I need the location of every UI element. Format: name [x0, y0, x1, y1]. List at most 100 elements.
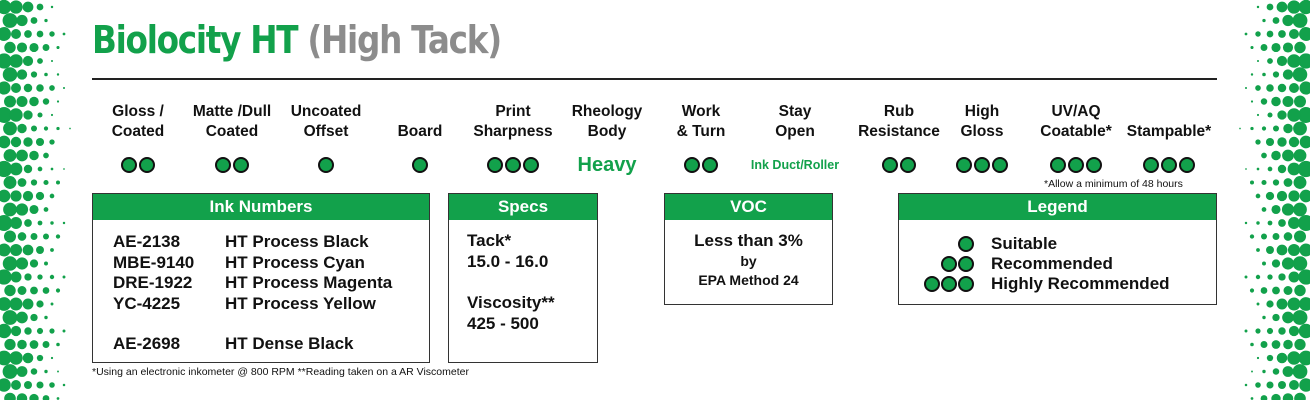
- property-rating: [956, 152, 1008, 178]
- ink-code: DRE-1922: [113, 273, 193, 292]
- property-rating: [684, 152, 718, 178]
- property-label-line1: Stay: [778, 103, 812, 120]
- ink-numbers-box: Ink Numbers AE-2138 HT Process Black MBE…: [92, 193, 430, 363]
- ink-numbers-list: AE-2138 HT Process Black MBE-9140 HT Pro…: [113, 232, 392, 355]
- ink-row: DRE-1922 HT Process Magenta: [113, 273, 392, 294]
- property-rating-text: Ink Duct/Roller: [750, 158, 840, 172]
- voc-heading: VOC: [665, 194, 832, 220]
- title-divider: [92, 78, 1217, 80]
- rating-dot-icon: [684, 157, 700, 173]
- tack-label: Tack*: [467, 231, 512, 250]
- property-rating: [412, 152, 428, 178]
- rating-dot-icon: [941, 256, 957, 272]
- page-title: Biolocity HT (High Tack): [92, 18, 502, 62]
- halftone-border-left: [0, 0, 71, 400]
- legend-dots: [919, 236, 974, 252]
- rating-dot-icon: [523, 157, 539, 173]
- rating-dot-icon: [1161, 157, 1177, 173]
- property-label-line2: Open: [775, 123, 815, 140]
- property-rating: [121, 152, 155, 178]
- ink-row: AE-2698 HT Dense Black: [113, 334, 392, 355]
- property-label-line2: Gloss: [960, 123, 1004, 140]
- rating-dot-icon: [924, 276, 940, 292]
- tack-spec: Tack* 15.0 - 16.0: [467, 230, 548, 272]
- viscosity-value: 425 - 500: [467, 314, 539, 333]
- property-label-line1: Rheology: [571, 103, 643, 120]
- property-header: Matte /Dull Coated: [193, 98, 271, 142]
- ink-numbers-heading: Ink Numbers: [93, 194, 429, 220]
- property-rating: [487, 152, 539, 178]
- property-label-line2: & Turn: [676, 123, 726, 140]
- specs-heading: Specs: [449, 194, 597, 220]
- rating-dot-icon: [958, 236, 974, 252]
- rating-dot-icon: [412, 157, 428, 173]
- property-header: Rub Resistance: [858, 98, 940, 142]
- rating-dot-icon: [974, 157, 990, 173]
- legend-label: Recommended: [991, 254, 1113, 273]
- rating-dot-icon: [1143, 157, 1159, 173]
- rating-dot-icon: [139, 157, 155, 173]
- rating-dot-icon: [882, 157, 898, 173]
- ink-code: AE-2138: [113, 232, 181, 251]
- ink-name: HT Process Magenta: [225, 273, 393, 292]
- rating-dot-icon: [900, 157, 916, 173]
- ink-row: MBE-9140 HT Process Cyan: [113, 253, 392, 274]
- rating-dot-icon: [505, 157, 521, 173]
- title-main: Biolocity HT: [92, 18, 299, 62]
- allow-note: *Allow a minimum of 48 hours: [1044, 178, 1183, 190]
- property-label-line1: Work: [681, 103, 721, 120]
- ink-row: AE-2138 HT Process Black: [113, 232, 392, 253]
- property-rating: [215, 152, 249, 178]
- rating-dot-icon: [233, 157, 249, 173]
- ink-row: YC-4225 HT Process Yellow: [113, 294, 392, 315]
- rating-dot-icon: [215, 157, 231, 173]
- voc-method: EPA Method 24: [698, 272, 799, 288]
- legend-heading: Legend: [899, 194, 1216, 220]
- property-label-line2: Stampable*: [1126, 123, 1212, 140]
- rating-dot-icon: [318, 157, 334, 173]
- property-label-line1: Matte /Dull: [192, 103, 272, 120]
- property-rating: [1050, 152, 1102, 178]
- rating-dot-icon: [1050, 157, 1066, 173]
- voc-by: by: [740, 253, 757, 269]
- property-label-line2: Offset: [303, 123, 349, 140]
- property-label-line2: Board: [397, 123, 443, 140]
- property-rating: [882, 152, 916, 178]
- tack-value: 15.0 - 16.0: [467, 252, 549, 271]
- property-label-line1: Gloss /: [112, 103, 164, 120]
- property-label-line2: Coated: [205, 123, 259, 140]
- property-label-line1: High: [964, 103, 1000, 120]
- property-rating-text: Heavy: [577, 153, 637, 176]
- property-rating: Ink Duct/Roller: [751, 152, 839, 178]
- property-header: Stay Open: [775, 98, 815, 142]
- ink-code: AE-2698: [113, 334, 181, 353]
- property-header: UV/AQ Coatable*: [1040, 98, 1112, 142]
- property-header: Work & Turn: [677, 98, 726, 142]
- property-rating: [318, 152, 334, 178]
- legend-label: Highly Recommended: [991, 274, 1170, 293]
- viscosity-spec: Viscosity** 425 - 500: [467, 292, 555, 334]
- property-label-line1: Rub: [883, 103, 915, 120]
- property-label-line1: Print: [495, 103, 531, 120]
- property-header: Rheology Body: [572, 98, 643, 142]
- property-header: Print Sharpness: [473, 98, 552, 142]
- property-label-line2: Sharpness: [473, 123, 553, 140]
- property-header: Gloss / Coated: [112, 98, 165, 142]
- rating-dot-icon: [958, 256, 974, 272]
- legend-box: Legend Suitable Recommended Highly Recomme…: [898, 193, 1217, 305]
- voc-box: VOC Less than 3% by EPA Method 24: [664, 193, 833, 305]
- property-label-line2: Coated: [111, 123, 165, 140]
- property-label-line2: Resistance: [858, 123, 940, 140]
- rating-dot-icon: [1179, 157, 1195, 173]
- ink-name: HT Dense Black: [225, 334, 354, 353]
- rating-dot-icon: [941, 276, 957, 292]
- property-header: Board: [398, 98, 443, 142]
- ink-name: HT Process Cyan: [225, 252, 365, 272]
- ink-code: MBE-9140: [113, 252, 195, 272]
- property-label-line2: Coatable*: [1040, 123, 1112, 140]
- voc-body: Less than 3% by EPA Method 24: [665, 220, 832, 290]
- footnote: *Using an electronic inkometer @ 800 RPM…: [92, 366, 469, 378]
- property-label-line1: Uncoated: [290, 103, 362, 120]
- property-rating: Heavy: [578, 152, 637, 178]
- property-rating: [1143, 152, 1195, 178]
